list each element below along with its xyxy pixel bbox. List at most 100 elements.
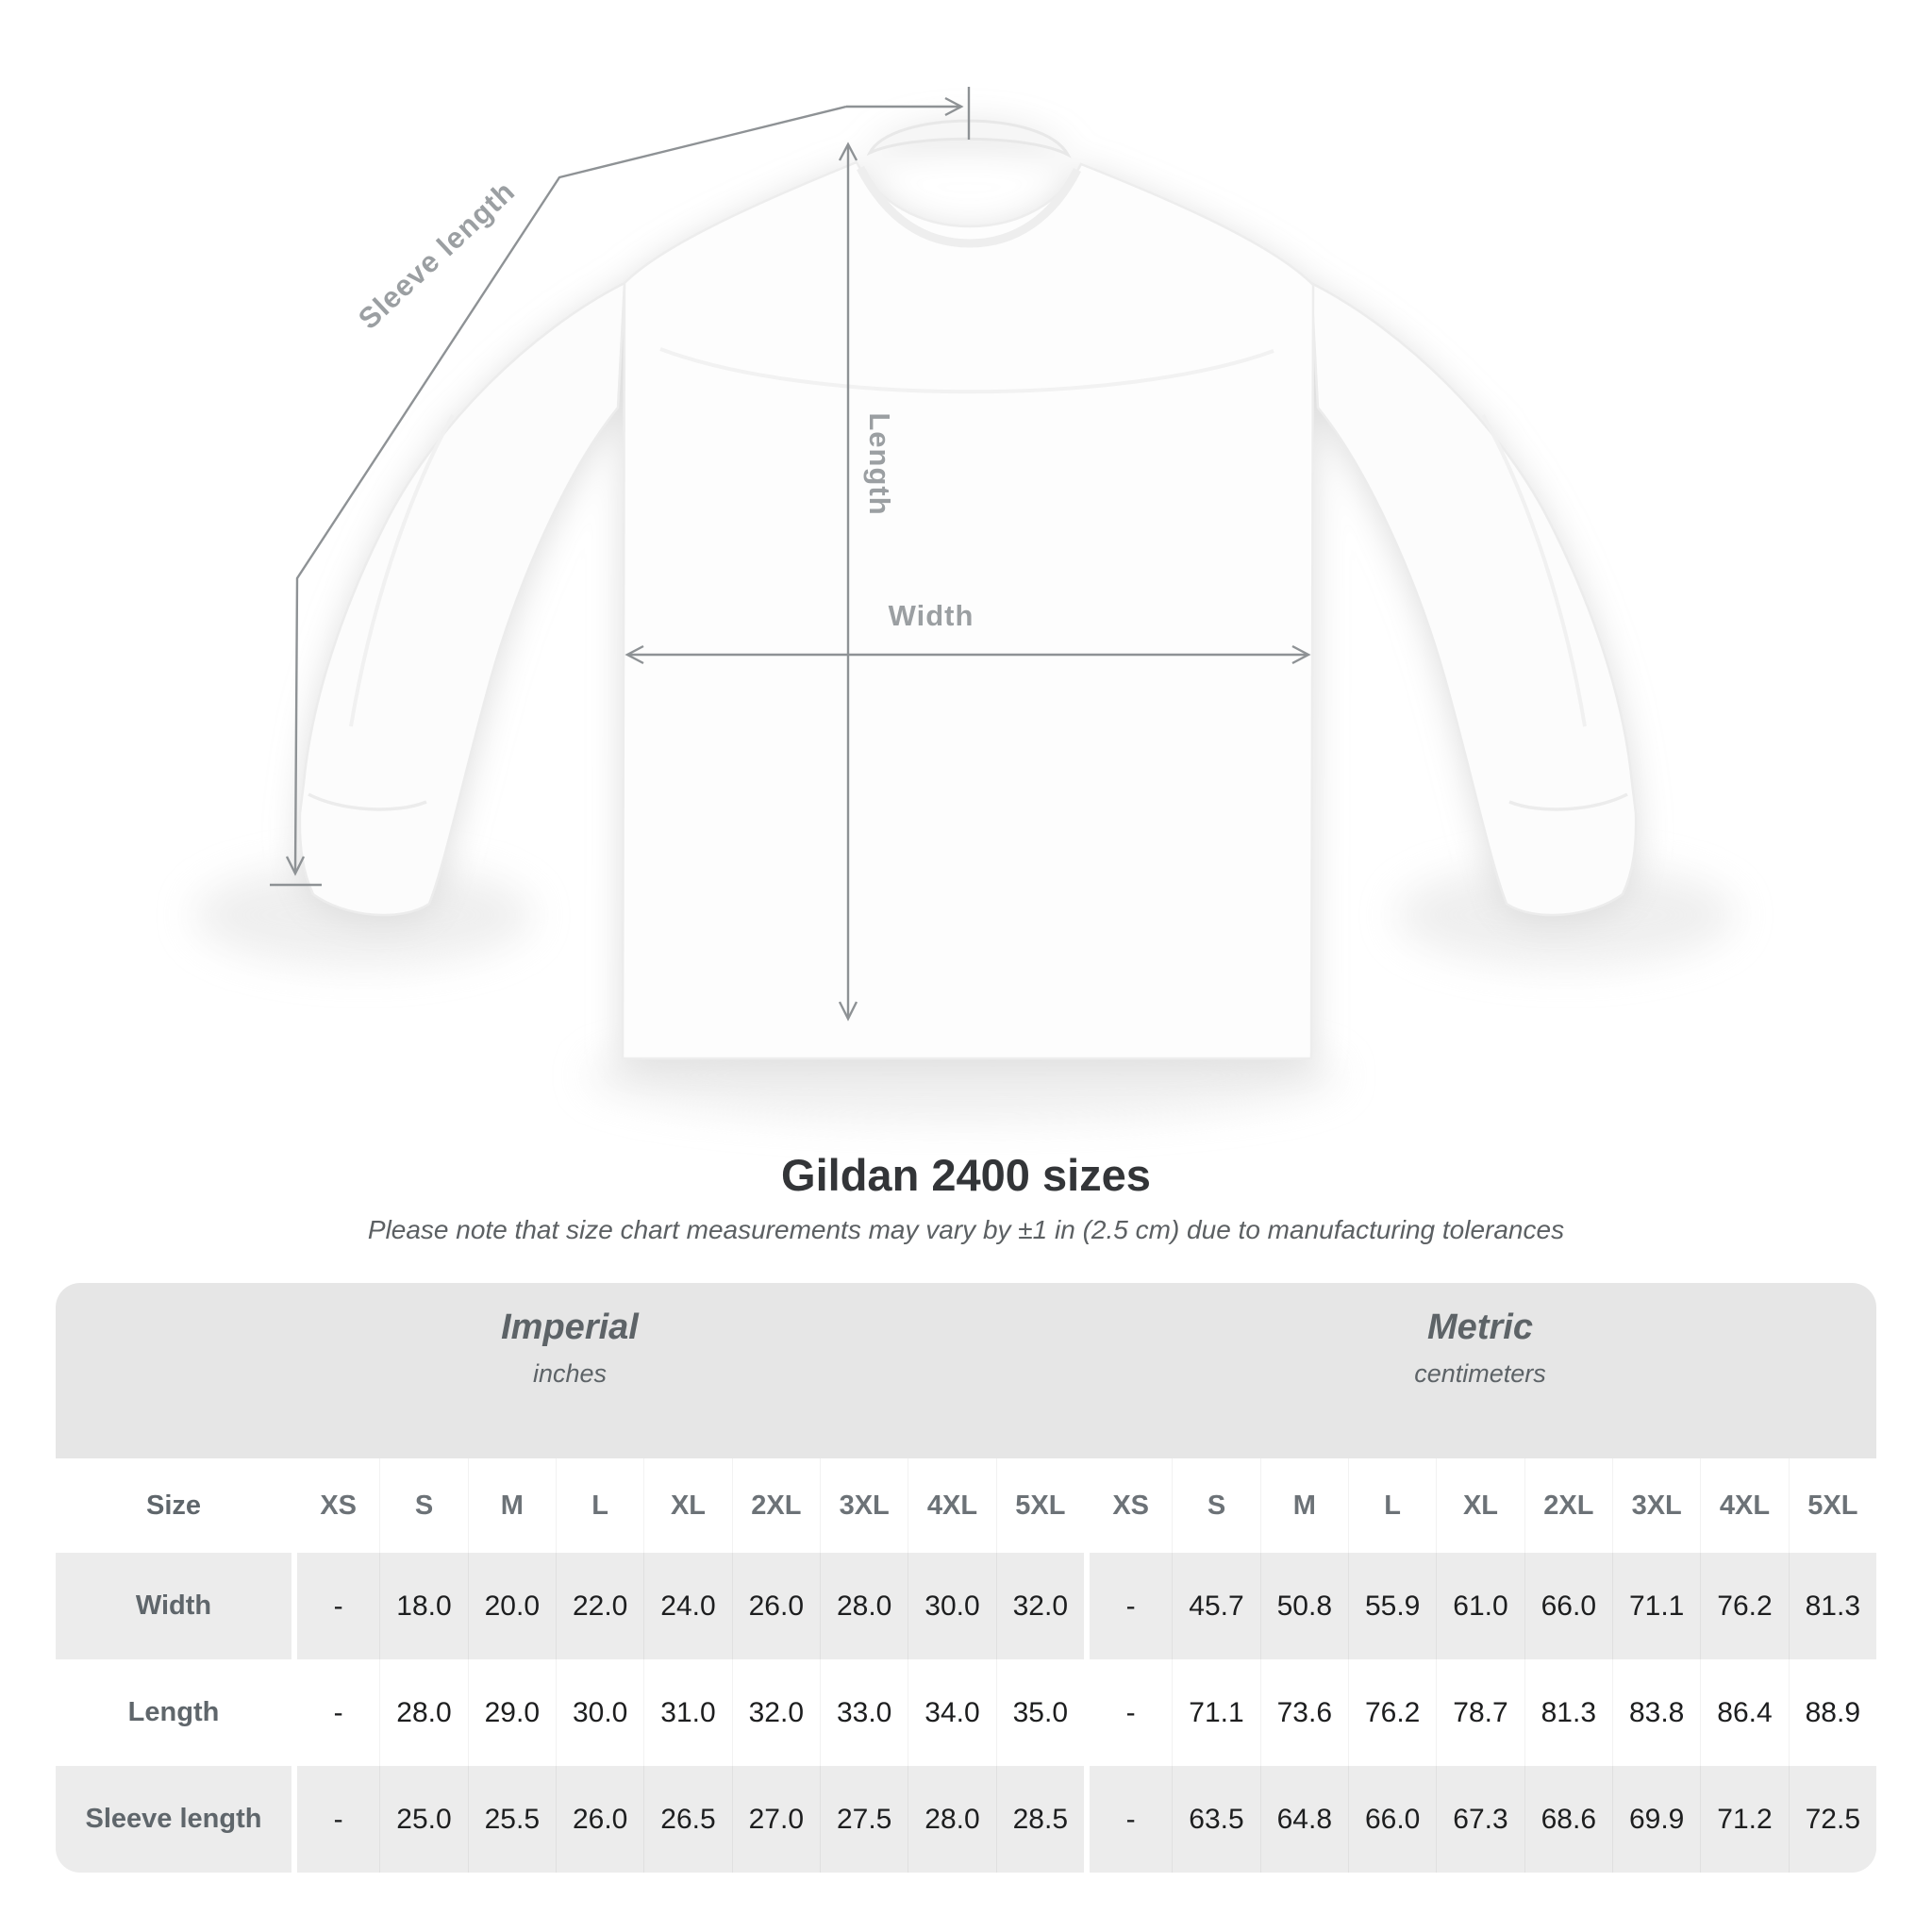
row-label-width: Width	[135, 1591, 212, 1621]
size-header-cell-metric-3xl: 3XL	[1612, 1458, 1700, 1553]
length-line	[838, 142, 858, 1022]
size-header-cell-metric-xl: XL	[1436, 1458, 1524, 1553]
measurement-cell-sleeve-length-metric: 69.9	[1612, 1766, 1700, 1873]
metric-unit: centimeters	[1414, 1359, 1546, 1388]
size-header-cell-imperial-3xl: 3XL	[820, 1458, 908, 1553]
measurement-cell-length-metric: 83.8	[1612, 1659, 1700, 1766]
measurement-row-length: Length -28.0 29.0 30.0 31.0 32.0 33.0 34.0 35.0-…	[56, 1659, 1876, 1766]
width-line	[625, 644, 1311, 665]
measurement-cell-width-metric: 61.0	[1436, 1553, 1524, 1659]
size-table: Imperial inches Metric centimeters Size X…	[56, 1283, 1876, 1873]
imperial-header: Imperial inches	[56, 1283, 1084, 1458]
measurement-cell-sleeve-length-metric: 64.8	[1259, 1766, 1348, 1873]
measurement-cell-sleeve-length-imperial: 26.0	[556, 1766, 643, 1873]
measurement-cell-width-imperial: 24.0	[643, 1553, 731, 1659]
size-header-cell-metric-m: M	[1259, 1458, 1348, 1553]
size-header-cell-metric-5xl: 5XL	[1788, 1458, 1876, 1553]
measurement-cell-width-metric: 76.2	[1700, 1553, 1788, 1659]
measurement-row-width: Width -18.0 20.0 22.0 24.0 26.0 28.0 30.0 32.0-4…	[56, 1553, 1876, 1659]
measurement-lines	[270, 87, 1311, 1022]
measurement-cell-width-metric: 71.1	[1612, 1553, 1700, 1659]
measurement-cell-length-imperial: 34.0	[908, 1659, 995, 1766]
measurement-cell-sleeve-length-metric: 67.3	[1436, 1766, 1524, 1873]
size-header-row: Size XS S M L XL 2XL 3XL 4XL 5XL XS S M L XL 2XL 3XL 4XL 5…	[56, 1458, 1876, 1553]
measurement-cell-width-imperial: -	[291, 1553, 379, 1659]
measurement-cell-length-metric: 76.2	[1348, 1659, 1436, 1766]
measurement-cell-width-metric: 66.0	[1524, 1553, 1612, 1659]
shirt-left-sleeve	[298, 280, 626, 917]
measurement-cell-sleeve-length-metric: 71.2	[1700, 1766, 1788, 1873]
unit-header-band: Imperial inches Metric centimeters	[56, 1283, 1876, 1458]
size-header-cell-imperial-2xl: 2XL	[731, 1458, 820, 1553]
measurement-cell-sleeve-length-imperial: -	[291, 1766, 379, 1873]
size-header-cell-imperial-m: M	[467, 1458, 556, 1553]
measurement-cell-length-metric: 78.7	[1436, 1659, 1524, 1766]
shirt-fold-line	[1481, 414, 1587, 727]
measurement-cell-sleeve-length-imperial: 25.0	[379, 1766, 467, 1873]
chart-title: Gildan 2400 sizes	[781, 1150, 1151, 1200]
measurement-cell-width-imperial: 18.0	[379, 1553, 467, 1659]
measurement-cell-sleeve-length-metric: 63.5	[1172, 1766, 1259, 1873]
measurement-cell-length-metric: 81.3	[1524, 1659, 1612, 1766]
measurement-cell-length-metric: 88.9	[1788, 1659, 1876, 1766]
measurement-cell-width-imperial: 26.0	[731, 1553, 820, 1659]
size-header-cell-metric-4xl: 4XL	[1700, 1458, 1788, 1553]
shirt-diagram: Sleeve length Length Width	[193, 87, 1736, 1121]
measurement-cell-length-imperial: 30.0	[556, 1659, 643, 1766]
measurement-cell-sleeve-length-metric: -	[1084, 1766, 1172, 1873]
sleeve-length-label: Sleeve length	[352, 175, 522, 336]
size-header-cell-metric-2xl: 2XL	[1524, 1458, 1612, 1553]
shirt-fold-line	[349, 414, 455, 727]
size-grid: Size XS S M L XL 2XL 3XL 4XL 5XL XS S M L XL 2XL 3XL 4XL 5…	[56, 1458, 1876, 1873]
measurement-cell-width-imperial: 22.0	[556, 1553, 643, 1659]
imperial-unit: inches	[532, 1359, 608, 1388]
row-label-sleeve-length: Sleeve length	[85, 1804, 262, 1834]
measurement-cell-sleeve-length-metric: 72.5	[1788, 1766, 1876, 1873]
measurement-cell-length-imperial: 31.0	[643, 1659, 731, 1766]
measurement-cell-width-imperial: 30.0	[908, 1553, 995, 1659]
shirt-right-cuff-seam	[1508, 792, 1628, 811]
measurement-cell-sleeve-length-imperial: 28.0	[908, 1766, 995, 1873]
measurement-row-sleeve-length: Sleeve length -25.0 25.5 26.0 26.5 27.0 27.5 28…	[56, 1766, 1876, 1873]
measurement-cell-width-metric: 45.7	[1172, 1553, 1259, 1659]
size-header-cell-metric-l: L	[1348, 1458, 1436, 1553]
size-header-cell-imperial-5xl: 5XL	[995, 1458, 1084, 1553]
measurement-cell-length-metric: 71.1	[1172, 1659, 1259, 1766]
measurement-cell-width-metric: 55.9	[1348, 1553, 1436, 1659]
measurement-cell-sleeve-length-imperial: 27.0	[731, 1766, 820, 1873]
row-label-length: Length	[127, 1697, 220, 1727]
measurement-cell-length-imperial: 28.0	[379, 1659, 467, 1766]
measurement-cell-sleeve-length-metric: 68.6	[1524, 1766, 1612, 1873]
measurement-cell-sleeve-length-imperial: 25.5	[467, 1766, 556, 1873]
size-header-cell-imperial-xs: XS	[291, 1458, 379, 1553]
metric-header: Metric centimeters	[1084, 1283, 1876, 1458]
chart-subtitle: Please note that size chart measurements…	[367, 1215, 1565, 1244]
measurement-cell-width-metric: -	[1084, 1553, 1172, 1659]
shirt-fold-line	[659, 347, 1274, 394]
measurement-cell-length-imperial: 33.0	[820, 1659, 908, 1766]
measurement-cell-sleeve-length-imperial: 28.5	[995, 1766, 1084, 1873]
measurement-cell-width-imperial: 20.0	[467, 1553, 556, 1659]
size-header-cell-metric-s: S	[1172, 1458, 1259, 1553]
measurement-cell-length-metric: -	[1084, 1659, 1172, 1766]
measurement-cell-sleeve-length-imperial: 27.5	[820, 1766, 908, 1873]
size-column-header: Size	[145, 1490, 202, 1521]
measurement-cell-length-metric: 73.6	[1259, 1659, 1348, 1766]
measurement-cell-length-imperial: 32.0	[731, 1659, 820, 1766]
measurement-cell-width-metric: 81.3	[1788, 1553, 1876, 1659]
shirt-collar-seam	[857, 165, 1082, 248]
metric-title: Metric	[1427, 1307, 1533, 1347]
shirt-svg: Sleeve length Length Width	[193, 87, 1736, 1121]
shirt-left-cuff-seam	[308, 792, 427, 811]
measurement-cell-length-imperial: -	[291, 1659, 379, 1766]
size-header-cell-metric-xs: XS	[1084, 1458, 1172, 1553]
measurement-cell-width-metric: 50.8	[1259, 1553, 1348, 1659]
measurement-cell-sleeve-length-metric: 66.0	[1348, 1766, 1436, 1873]
imperial-title: Imperial	[501, 1307, 639, 1347]
size-header-cell-imperial-4xl: 4XL	[908, 1458, 995, 1553]
measurement-cell-width-imperial: 32.0	[995, 1553, 1084, 1659]
measurement-cell-width-imperial: 28.0	[820, 1553, 908, 1659]
width-label: Width	[889, 599, 974, 632]
shirt-body	[621, 160, 1315, 1060]
